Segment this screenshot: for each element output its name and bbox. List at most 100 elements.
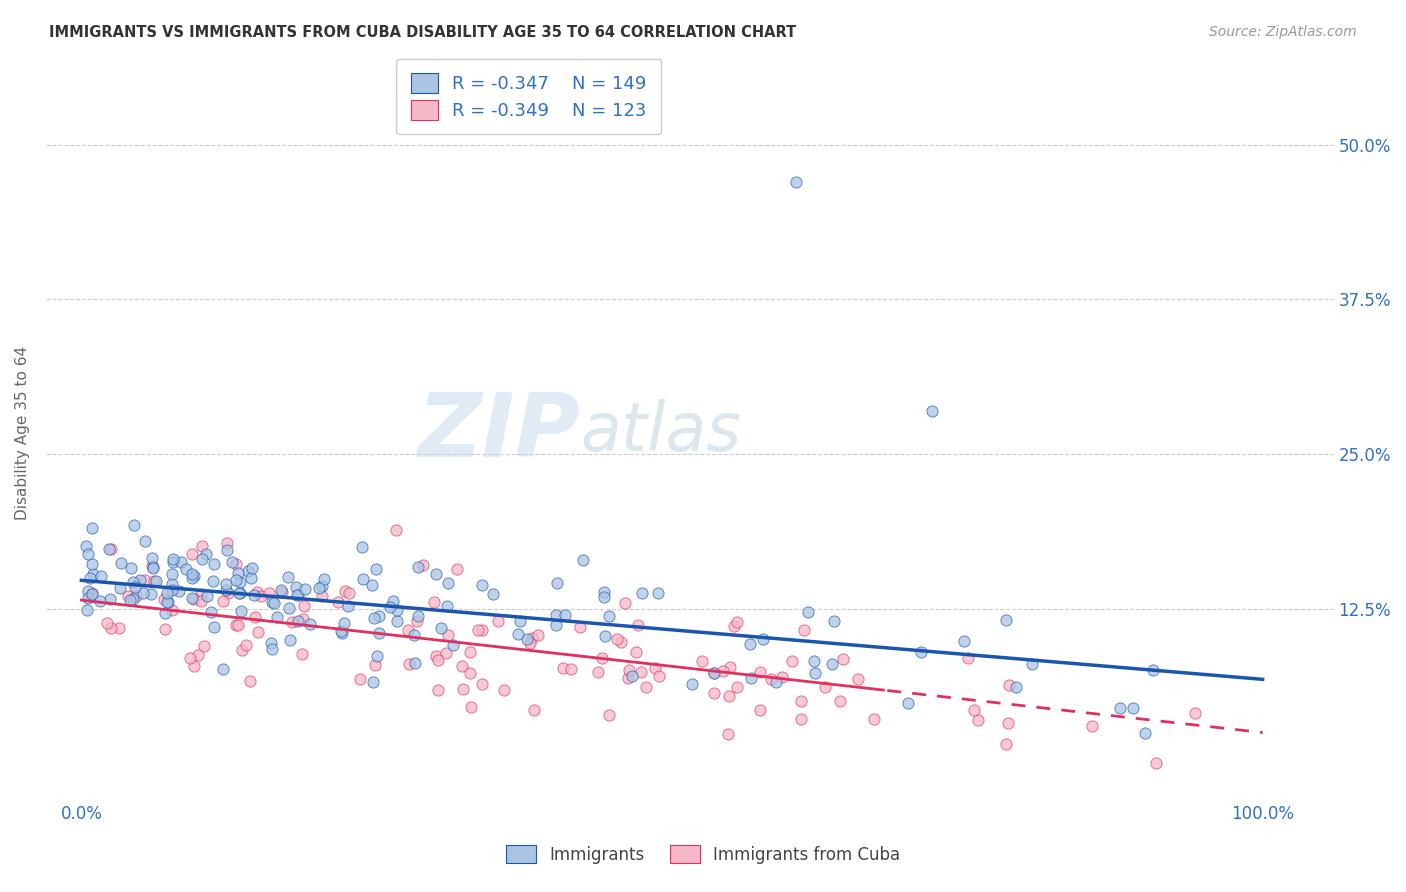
Point	[385, 523, 408, 537]
Point	[238, 564, 260, 578]
Point	[285, 588, 308, 602]
Point	[292, 612, 315, 626]
Point	[229, 575, 252, 590]
Point	[406, 609, 429, 624]
Y-axis label: Disability Age 35 to 64: Disability Age 35 to 64	[15, 345, 30, 519]
Point	[100, 541, 122, 556]
Point	[76, 603, 98, 617]
Point	[471, 624, 494, 638]
Point	[80, 588, 103, 602]
Point	[170, 555, 193, 569]
Point	[718, 660, 741, 674]
Point	[994, 613, 1017, 627]
Point	[803, 654, 825, 668]
Point	[361, 578, 384, 592]
Point	[330, 625, 353, 640]
Point	[328, 595, 350, 609]
Point	[333, 615, 356, 630]
Point	[142, 560, 165, 574]
Point	[441, 638, 464, 652]
Point	[364, 657, 387, 672]
Point	[740, 671, 762, 685]
Point	[471, 677, 494, 691]
Point	[785, 175, 807, 189]
Point	[759, 672, 782, 686]
Point	[725, 615, 748, 630]
Point	[790, 712, 813, 726]
Point	[160, 602, 183, 616]
Point	[614, 596, 637, 610]
Point	[180, 571, 202, 585]
Point	[349, 672, 371, 686]
Point	[366, 649, 388, 664]
Point	[204, 620, 226, 634]
Point	[132, 585, 155, 599]
Point	[813, 680, 835, 694]
Point	[82, 586, 104, 600]
Point	[190, 594, 212, 608]
Legend: R = -0.347    N = 149, R = -0.349    N = 123: R = -0.347 N = 149, R = -0.349 N = 123	[396, 59, 661, 135]
Point	[160, 582, 183, 597]
Point	[75, 539, 97, 553]
Point	[830, 694, 852, 708]
Point	[329, 624, 352, 638]
Point	[681, 677, 703, 691]
Point	[260, 641, 283, 656]
Point	[846, 672, 869, 686]
Point	[609, 635, 631, 649]
Point	[526, 627, 548, 641]
Point	[546, 575, 568, 590]
Point	[451, 682, 474, 697]
Point	[336, 599, 359, 614]
Point	[921, 404, 943, 418]
Point	[593, 585, 616, 599]
Point	[190, 551, 212, 566]
Point	[793, 623, 815, 637]
Point	[571, 553, 593, 567]
Point	[221, 555, 243, 569]
Point	[617, 663, 640, 677]
Point	[270, 583, 292, 598]
Point	[270, 584, 292, 599]
Point	[1122, 701, 1144, 715]
Point	[398, 657, 420, 672]
Point	[378, 600, 401, 615]
Point	[780, 654, 803, 668]
Point	[229, 586, 252, 600]
Point	[963, 703, 986, 717]
Point	[183, 591, 205, 606]
Point	[174, 562, 197, 576]
Point	[195, 589, 218, 603]
Point	[404, 628, 426, 642]
Point	[181, 567, 204, 582]
Point	[142, 574, 165, 589]
Point	[1081, 719, 1104, 733]
Point	[215, 582, 238, 597]
Point	[593, 629, 616, 643]
Point	[598, 707, 620, 722]
Point	[718, 689, 741, 703]
Point	[711, 664, 734, 678]
Point	[551, 660, 574, 674]
Point	[215, 542, 238, 557]
Point	[299, 616, 322, 631]
Point	[436, 575, 458, 590]
Point	[139, 587, 162, 601]
Point	[648, 669, 671, 683]
Point	[160, 576, 183, 591]
Point	[426, 683, 449, 698]
Point	[191, 539, 214, 553]
Point	[425, 567, 447, 582]
Point	[215, 576, 238, 591]
Point	[110, 556, 132, 570]
Point	[311, 589, 333, 603]
Point	[1021, 657, 1043, 671]
Point	[235, 638, 257, 652]
Point	[593, 591, 616, 605]
Point	[725, 680, 748, 694]
Point	[520, 631, 543, 645]
Point	[125, 589, 148, 603]
Point	[333, 584, 356, 599]
Point	[229, 604, 252, 618]
Point	[957, 651, 980, 665]
